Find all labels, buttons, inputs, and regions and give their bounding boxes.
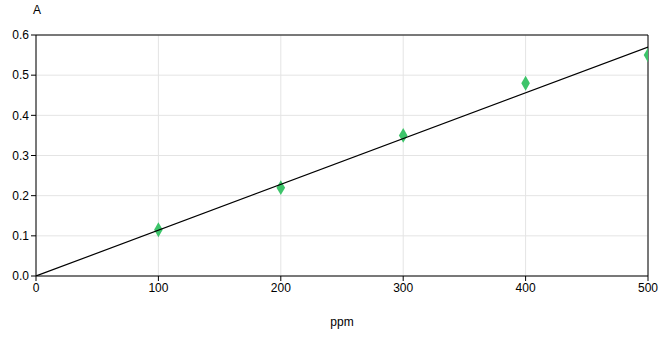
svg-text:200: 200 [271,281,291,295]
svg-text:500: 500 [638,281,658,295]
svg-text:0.2: 0.2 [12,189,29,203]
svg-text:0.5: 0.5 [12,68,29,82]
svg-text:0.3: 0.3 [12,149,29,163]
svg-text:ppm: ppm [330,315,353,329]
svg-text:400: 400 [516,281,536,295]
svg-text:0.0: 0.0 [12,269,29,283]
svg-text:0: 0 [33,281,40,295]
html-text:A: A [33,3,41,17]
svg-text:0.6: 0.6 [12,28,29,42]
svg-text:300: 300 [393,281,413,295]
svg-text:100: 100 [148,281,168,295]
svg-text:0.4: 0.4 [12,109,29,123]
svg-text:0.1: 0.1 [12,229,29,243]
